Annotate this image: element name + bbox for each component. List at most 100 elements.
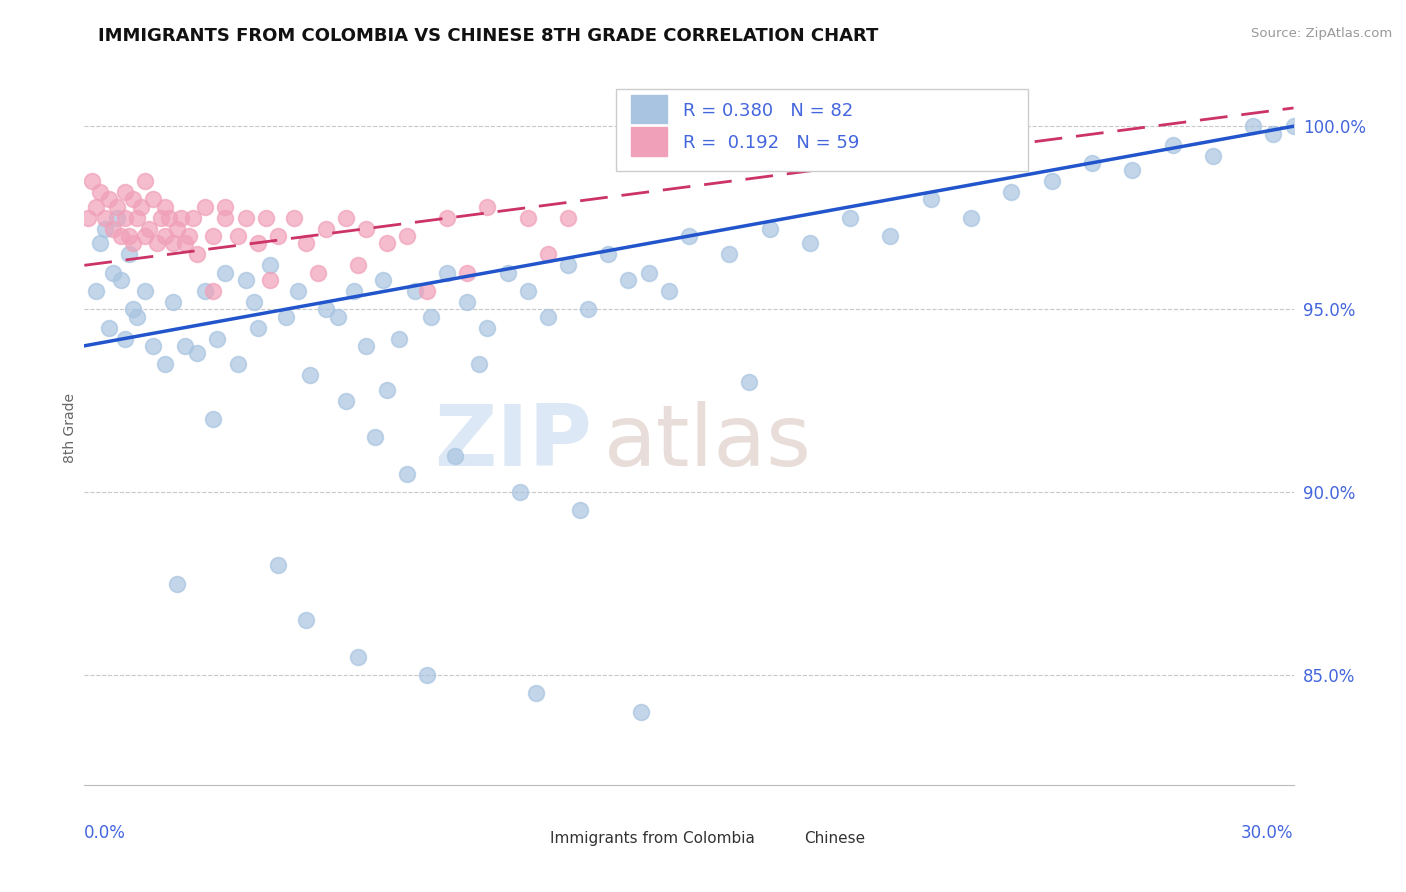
Point [283, 211, 305, 225]
Point [295, 613, 318, 627]
Point [97, 193, 120, 207]
FancyBboxPatch shape [768, 826, 794, 851]
Point [77, 211, 100, 225]
Point [259, 258, 281, 272]
Point [637, 266, 659, 280]
Point [134, 174, 156, 188]
Point [356, 221, 378, 235]
Point [1040, 174, 1063, 188]
Point [295, 236, 318, 251]
Point [118, 229, 141, 244]
Point [89, 185, 111, 199]
Point [477, 200, 499, 214]
Point [404, 284, 426, 298]
Point [1161, 137, 1184, 152]
Point [436, 211, 458, 225]
Point [315, 221, 337, 235]
Point [598, 247, 620, 261]
Point [1241, 120, 1264, 134]
Point [179, 229, 201, 244]
Point [174, 339, 197, 353]
Point [93, 211, 115, 225]
Text: IMMIGRANTS FROM COLOMBIA VS CHINESE 8TH GRADE CORRELATION CHART: IMMIGRANTS FROM COLOMBIA VS CHINESE 8TH … [98, 27, 879, 45]
Point [226, 229, 249, 244]
Point [718, 247, 741, 261]
Point [617, 273, 640, 287]
Point [678, 229, 700, 244]
Point [444, 449, 467, 463]
Point [557, 211, 579, 225]
Point [86, 200, 108, 214]
Point [477, 320, 499, 334]
Point [356, 339, 378, 353]
Point [758, 221, 780, 235]
Point [524, 686, 547, 700]
Point [335, 393, 357, 408]
Point [537, 247, 560, 261]
Point [202, 284, 225, 298]
Point [110, 273, 132, 287]
Point [101, 266, 124, 280]
FancyBboxPatch shape [631, 127, 668, 155]
Point [1000, 185, 1022, 199]
Point [118, 247, 141, 261]
Point [537, 310, 560, 324]
Point [630, 705, 652, 719]
Point [375, 383, 398, 397]
Text: Immigrants from Colombia: Immigrants from Colombia [550, 831, 755, 846]
Text: Source: ZipAtlas.com: Source: ZipAtlas.com [1251, 27, 1392, 40]
Point [509, 485, 531, 500]
Point [134, 229, 156, 244]
Point [162, 294, 184, 309]
Point [214, 211, 236, 225]
Point [839, 211, 862, 225]
Point [110, 229, 132, 244]
Point [395, 467, 418, 481]
Point [371, 273, 394, 287]
Point [105, 200, 128, 214]
Point [162, 236, 184, 251]
Point [456, 266, 478, 280]
Point [146, 236, 169, 251]
Point [93, 221, 115, 235]
Point [335, 211, 357, 225]
Point [153, 357, 176, 371]
Point [82, 174, 104, 188]
Point [246, 236, 269, 251]
Point [516, 211, 538, 225]
Point [274, 310, 297, 324]
Point [226, 357, 249, 371]
Point [254, 211, 277, 225]
Point [395, 229, 418, 244]
Point [114, 185, 136, 199]
Point [214, 266, 236, 280]
Point [1121, 163, 1143, 178]
Point [121, 236, 143, 251]
Point [121, 193, 143, 207]
Point [207, 331, 229, 345]
Point [149, 211, 172, 225]
Point [153, 200, 176, 214]
Point [1081, 156, 1104, 170]
Point [125, 310, 148, 324]
Point [576, 302, 599, 317]
Point [202, 229, 225, 244]
Point [299, 368, 322, 383]
Point [363, 430, 385, 444]
Point [388, 331, 411, 345]
Text: Chinese: Chinese [804, 831, 865, 846]
Point [920, 193, 942, 207]
Point [416, 284, 439, 298]
Point [315, 302, 337, 317]
Point [516, 284, 538, 298]
Text: R =  0.192   N = 59: R = 0.192 N = 59 [683, 134, 859, 152]
Point [343, 284, 366, 298]
Point [246, 320, 269, 334]
Point [557, 258, 579, 272]
Text: 30.0%: 30.0% [1241, 824, 1294, 842]
Point [879, 229, 901, 244]
Point [153, 229, 176, 244]
Point [1282, 120, 1305, 134]
Point [242, 294, 264, 309]
Point [328, 310, 350, 324]
